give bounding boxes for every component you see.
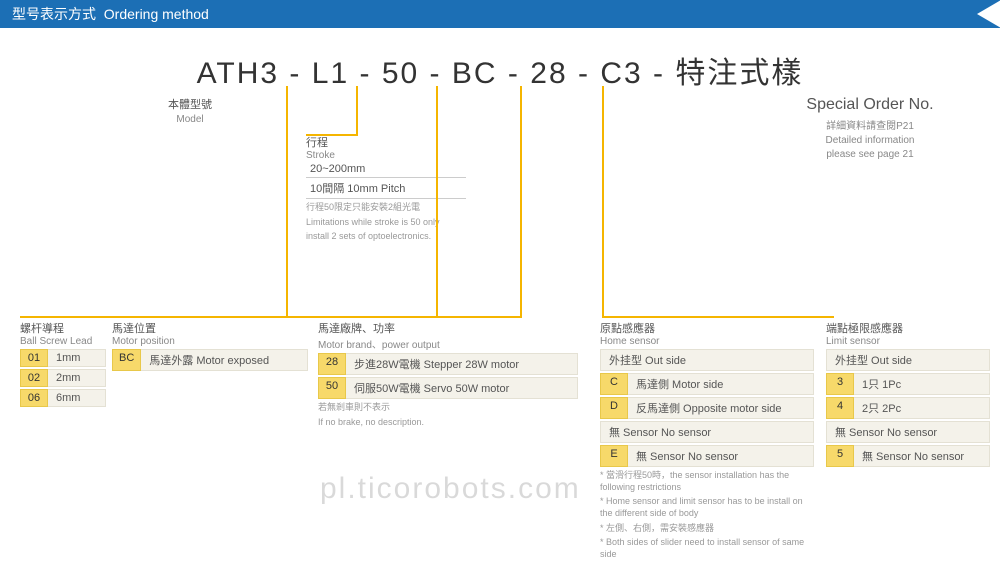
option-desc: 1只 1Pc — [854, 373, 990, 395]
option-code: BC — [112, 349, 141, 371]
seg-motorpos: BC — [452, 57, 498, 91]
option-row: 無 Sensor No sensor — [600, 421, 814, 443]
option-row: 31只 1Pc — [826, 373, 990, 395]
option-code: E — [600, 445, 628, 467]
option-row: 022mm — [20, 369, 106, 387]
header-cn: 型号表示方式 — [12, 6, 96, 22]
seg-sensor: C3 — [600, 57, 642, 91]
option-desc: 外挂型 Out side — [826, 349, 990, 371]
option-desc: 無 Sensor No sensor — [600, 421, 814, 443]
option-desc: 步進28W電機 Stepper 28W motor — [346, 353, 578, 375]
option-row: 外挂型 Out side — [826, 349, 990, 371]
model-label: 本體型號 Model — [168, 98, 212, 127]
option-desc: 無 Sensor No sensor — [628, 445, 814, 467]
option-row: 50伺服50W電機 Servo 50W motor — [318, 377, 578, 399]
stroke-block: 行程 Stroke 20~200mm 10間隔 10mm Pitch 行程50限… — [306, 134, 466, 243]
option-row: 外挂型 Out side — [600, 349, 814, 371]
option-desc: 2只 2Pc — [854, 397, 990, 419]
connector-sensor — [602, 86, 604, 316]
option-desc: 無 Sensor No sensor — [826, 421, 990, 443]
option-code: 28 — [318, 353, 346, 375]
connector-lead — [286, 86, 288, 316]
option-code: 3 — [826, 373, 854, 395]
special-label: Special Order No. 詳細資料請查閱P21 Detailed in… — [770, 94, 970, 162]
option-code: 4 — [826, 397, 854, 419]
option-code: 5 — [826, 445, 854, 467]
motorpos-table: 馬達位置 Motor position BC馬達外露 Motor exposed — [112, 320, 308, 371]
seg-motorbrand: 28 — [530, 57, 567, 91]
option-row: E無 Sensor No sensor — [600, 445, 814, 467]
option-desc: 6mm — [48, 389, 106, 407]
option-desc: 無 Sensor No sensor — [854, 445, 990, 467]
header-bar: 型号表示方式 Ordering method — [0, 0, 1000, 28]
option-desc: 1mm — [48, 349, 106, 367]
option-desc: 馬達外露 Motor exposed — [141, 349, 308, 371]
header-en: Ordering method — [104, 6, 209, 22]
connector-stroke — [356, 86, 358, 136]
option-desc: 馬達側 Motor side — [628, 373, 814, 395]
option-code: 50 — [318, 377, 346, 399]
option-desc: 反馬達側 Opposite motor side — [628, 397, 814, 419]
watermark: pl.ticorobots.com — [320, 472, 581, 506]
seg-stroke: 50 — [382, 57, 419, 91]
seg-special: 特注式樣 — [675, 48, 803, 92]
option-row: 42只 2Pc — [826, 397, 990, 419]
option-row: BC馬達外露 Motor exposed — [112, 349, 308, 371]
option-row: 28步進28W電機 Stepper 28W motor — [318, 353, 578, 375]
connector-motorbrand — [520, 86, 522, 316]
option-row: 011mm — [20, 349, 106, 367]
stroke-range: 20~200mm — [306, 161, 466, 178]
seg-model: ATH3 — [197, 57, 279, 91]
option-desc: 伺服50W電機 Servo 50W motor — [346, 377, 578, 399]
option-code: 02 — [20, 369, 48, 387]
option-code: D — [600, 397, 628, 419]
header-arrow — [977, 0, 1000, 28]
stroke-pitch: 10間隔 10mm Pitch — [306, 178, 466, 199]
option-desc: 2mm — [48, 369, 106, 387]
seg-lead: L1 — [312, 57, 349, 91]
limitsensor-table: 端點極限感應器 Limit sensor 外挂型 Out side31只 1Pc… — [826, 320, 990, 467]
ordering-formula: ATH3 - L1 - 50 - BC - 28 - C3 - 特注式樣 — [0, 48, 1000, 92]
option-row: C馬達側 Motor side — [600, 373, 814, 395]
connector-motorpos — [436, 86, 438, 316]
option-row: 066mm — [20, 389, 106, 407]
option-row: 無 Sensor No sensor — [826, 421, 990, 443]
option-code: C — [600, 373, 628, 395]
homesensor-table: 原點感應器 Home sensor 外挂型 Out sideC馬達側 Motor… — [600, 320, 814, 561]
motorbrand-table: 馬達廠牌、功率 Motor brand、power output 28步進28W… — [318, 320, 578, 428]
option-desc: 外挂型 Out side — [600, 349, 814, 371]
option-row: 5無 Sensor No sensor — [826, 445, 990, 467]
option-code: 06 — [20, 389, 48, 407]
ballscrew-table: 螺杆導程 Ball Screw Lead 011mm022mm066mm — [20, 320, 106, 407]
option-row: D反馬達側 Opposite motor side — [600, 397, 814, 419]
option-code: 01 — [20, 349, 48, 367]
